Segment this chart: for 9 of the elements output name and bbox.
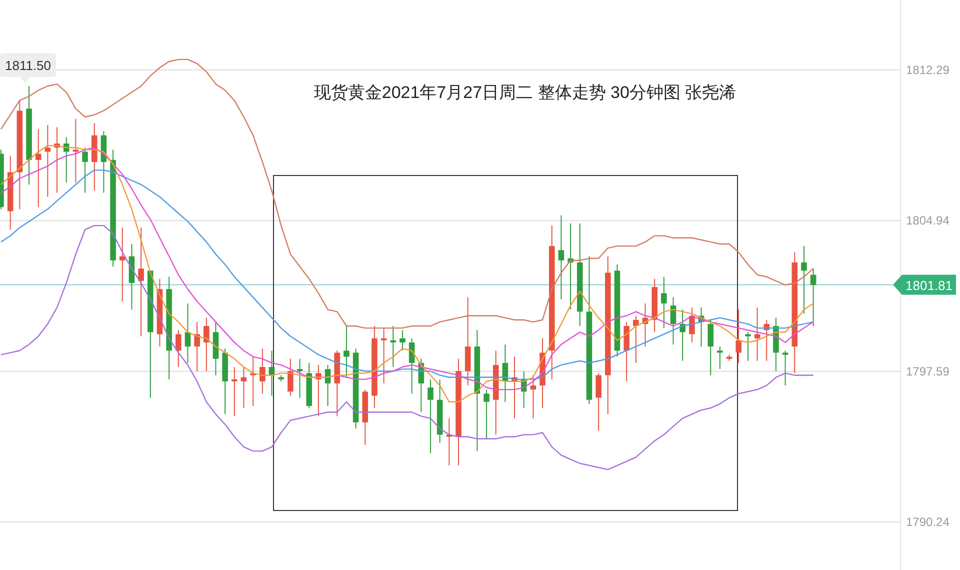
- ref-line-label: 1801.81: [893, 274, 956, 295]
- y-tick-label: 1797.59: [906, 364, 950, 378]
- y-tick-label: 1812.29: [906, 62, 950, 77]
- y-tick-label: 1790.24: [906, 515, 950, 530]
- y-tick-label: 1804.94: [906, 214, 950, 228]
- annotation: 1811.50: [0, 53, 56, 84]
- text: 现货黄金2021年7月27日周二 整体走势 30分钟图 张尧浠: [314, 83, 736, 102]
- ref-line-label: 1801.81: [906, 278, 952, 293]
- annotation: 1811.50: [4, 58, 52, 74]
